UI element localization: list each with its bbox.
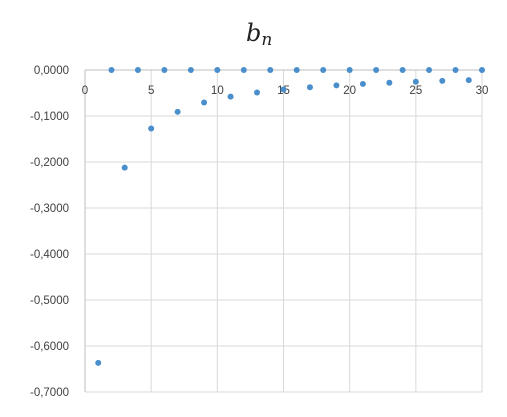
y-tick-label: -0,2000 bbox=[30, 157, 69, 169]
y-tick-label: -0,5000 bbox=[30, 295, 69, 307]
x-tick-label: 0 bbox=[82, 85, 88, 97]
y-tick-label: -0,3000 bbox=[30, 203, 69, 215]
y-tick-label: 0,0000 bbox=[34, 65, 69, 77]
data-point bbox=[320, 67, 327, 73]
data-point bbox=[373, 67, 380, 73]
data-point bbox=[267, 67, 274, 73]
x-tick-label: 30 bbox=[476, 85, 489, 97]
x-tick-label: 25 bbox=[409, 85, 422, 97]
data-point bbox=[293, 67, 300, 73]
data-point bbox=[254, 89, 261, 96]
data-point bbox=[240, 67, 247, 73]
x-tick-label: 20 bbox=[343, 85, 356, 97]
data-point bbox=[346, 67, 353, 73]
data-point bbox=[452, 67, 459, 73]
y-tick-label: -0,4000 bbox=[30, 249, 69, 261]
data-point bbox=[399, 67, 406, 73]
data-point bbox=[134, 67, 141, 73]
y-tick-label: -0,1000 bbox=[30, 111, 69, 123]
data-points bbox=[95, 67, 485, 366]
data-point bbox=[306, 84, 313, 91]
data-point bbox=[333, 82, 340, 89]
data-point bbox=[412, 78, 419, 85]
data-point bbox=[359, 80, 366, 87]
data-point bbox=[386, 79, 393, 86]
data-point bbox=[465, 77, 472, 84]
chart-title: bn bbox=[246, 19, 272, 50]
data-point bbox=[121, 164, 128, 171]
y-tick-label: -0,7000 bbox=[30, 387, 69, 399]
data-point bbox=[227, 93, 234, 100]
data-point bbox=[479, 67, 485, 73]
x-tick-label: 10 bbox=[211, 85, 224, 97]
data-point bbox=[108, 67, 115, 73]
data-point bbox=[201, 99, 208, 106]
data-point bbox=[174, 108, 181, 115]
data-point bbox=[187, 67, 194, 73]
data-point bbox=[214, 67, 221, 73]
data-point bbox=[95, 359, 102, 366]
gridlines bbox=[84, 69, 483, 393]
data-point bbox=[148, 125, 155, 132]
data-point bbox=[426, 67, 433, 73]
data-point bbox=[280, 86, 287, 93]
x-tick-label: 5 bbox=[148, 85, 154, 97]
data-point bbox=[161, 67, 168, 73]
y-tick-label: -0,6000 bbox=[30, 341, 69, 353]
y-axis-tick-labels: 0,0000 -0,1000 -0,2000 -0,3000 -0,4000 -0,500… bbox=[30, 65, 69, 399]
data-point bbox=[439, 77, 446, 84]
